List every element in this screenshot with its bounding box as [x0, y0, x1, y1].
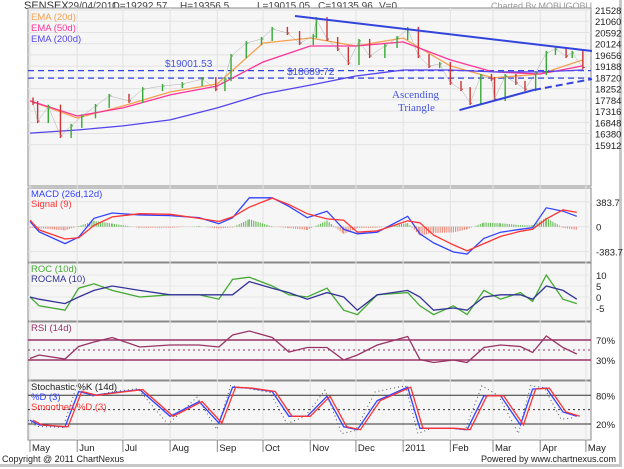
level-label-18689: $18689.72 [287, 67, 335, 78]
legend-rsi: RSI (14d) [31, 323, 72, 334]
x-tick-label-jul: Jul [125, 443, 137, 454]
stoch-tick-label: 20% [596, 420, 616, 431]
price-tick-label: 19656 [595, 51, 621, 62]
volume-value: V=0 [379, 1, 398, 12]
roc-tick-label: 0 [596, 293, 601, 304]
legend-stoch-d: %D (3) [31, 392, 61, 403]
ema200-line [29, 69, 583, 134]
panels [27, 7, 592, 441]
high-value: H=19356.5 [180, 1, 230, 12]
rsi-line [29, 330, 578, 364]
low-value: L=19015.05 [257, 1, 311, 12]
x-tick-label-mar: Mar [495, 443, 511, 454]
close-value: C=19135.96 [318, 1, 373, 12]
legend-signal: Signal (9) [31, 199, 72, 210]
trendline-solid [294, 14, 593, 52]
x-tick-label-jun: Jun [79, 443, 94, 454]
price-tick-label: 17316 [595, 107, 621, 118]
macd-line [29, 197, 578, 255]
panel-roc [27, 262, 592, 322]
legend-stoch-k: Stochastic %K (14d) [31, 382, 117, 393]
level-label-19001: $19001.53 [165, 59, 213, 70]
x-tick-label-aug: Aug [172, 443, 189, 454]
x-tick-label-may: May [32, 443, 50, 454]
x-tick-label-sep: Sep [219, 443, 236, 454]
chart-marks [27, 14, 593, 435]
x-tick-label-2011: 2011 [405, 443, 425, 454]
price-tick-label: 21060 [595, 17, 621, 28]
roc-tick-label: -5 [596, 304, 604, 315]
price-tick-label: 18720 [595, 73, 621, 84]
legend-roc: ROC (10d) [31, 264, 77, 275]
price-close-path [32, 18, 583, 137]
macd-tick-label: 0 [596, 223, 601, 234]
price-tick-label: 21528 [595, 6, 621, 17]
legend-macd: MACD (26d,12d) [31, 189, 102, 200]
x-tick-label-nov: Nov [312, 443, 329, 454]
price-tick-label: 19188 [595, 62, 621, 73]
roc-line [29, 273, 577, 316]
price-tick-label: 18252 [595, 85, 621, 96]
legend-ema50: EMA (50d) [31, 23, 76, 34]
x-tick-label-oct: Oct [265, 443, 280, 454]
legend-ema20: EMA (20d) [31, 12, 76, 23]
price-tick-label: 16848 [595, 118, 621, 129]
roc-tick-label: 5 [596, 282, 601, 293]
price-tick-label: 20592 [595, 28, 621, 39]
ema20-line [29, 37, 584, 119]
rsi-tick-label: 70% [596, 336, 616, 347]
roc-tick-label: 10 [596, 271, 607, 282]
panel-stoch [27, 380, 592, 441]
macd-tick-label: -383.7 [596, 248, 623, 259]
legend-ema200: EMA (200d) [31, 34, 81, 45]
copyright: Copyright @ 2011 ChartNexus [2, 454, 125, 464]
price-tick-label: 15912 [595, 141, 621, 152]
annotation-ascending: Ascending [392, 89, 440, 101]
quote-date: 29/04/2011 [68, 1, 118, 12]
powered-by[interactable]: Powered by www.chartnexus.com [481, 454, 616, 464]
x-tick-label-may: May [588, 443, 606, 454]
price-tick-label: 17784 [595, 96, 621, 107]
stoch-tick-label: 80% [596, 391, 616, 402]
macd-tick-label: 383.7 [596, 198, 620, 209]
trendline-dashed [533, 78, 593, 91]
x-tick-label-dec: Dec [358, 443, 375, 454]
price-tick-label: 20124 [595, 40, 621, 51]
legend-stoch-smoothed: Smoothed %D (3) [31, 402, 107, 413]
x-tick-label-feb: Feb [452, 443, 468, 454]
annotation-triangle: Triangle [398, 102, 435, 114]
trendline-solid [459, 88, 535, 111]
price-tick-label: 16380 [595, 130, 621, 141]
stoch-smoothed-d-line [32, 386, 580, 431]
x-tick-label-apr: Apr [542, 443, 557, 454]
charted-by: Charted By MOBUGOBU [491, 1, 592, 11]
rocma-line [29, 280, 578, 312]
open-value: O=19292.57 [112, 1, 168, 12]
rsi-tick-label: 30% [596, 356, 616, 367]
legend-rocma: ROCMA (10) [31, 274, 85, 285]
signal-line [29, 197, 577, 252]
panel-rsi [27, 321, 592, 381]
